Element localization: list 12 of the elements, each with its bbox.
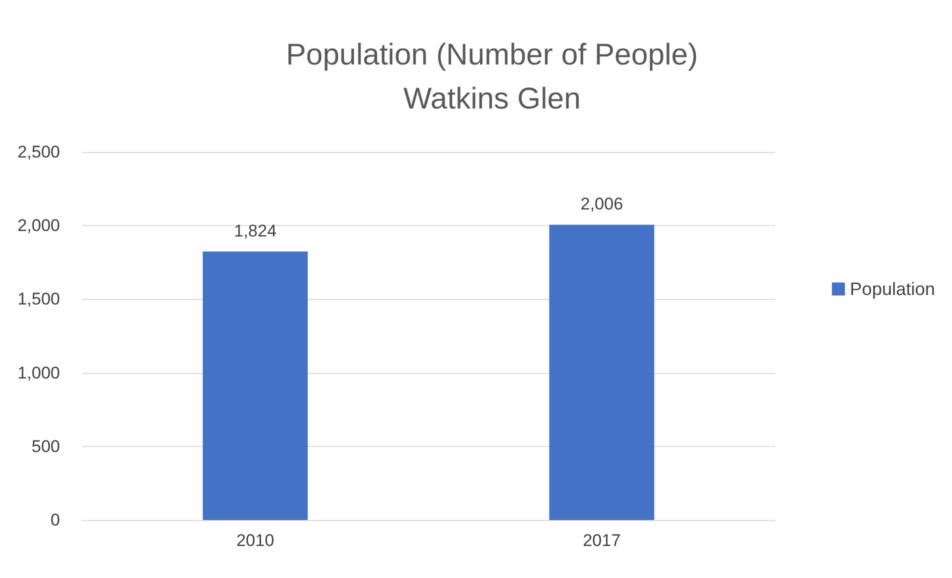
x-tick-label: 2017	[582, 531, 621, 550]
y-tick-label: 1,500	[17, 290, 60, 309]
y-tick-label: 2,000	[17, 216, 60, 236]
y-tick-label: 1,000	[17, 363, 60, 382]
y-tick-label: 500	[32, 436, 60, 456]
y-tick-label: 0	[50, 510, 60, 530]
chart-title: Population (Number of People) Watkins Glen	[286, 38, 698, 116]
legend-label: Population	[850, 279, 936, 299]
x-tick-label: 2010	[236, 531, 274, 550]
data-label: 1,824	[234, 222, 277, 241]
data-label: 2,006	[580, 194, 624, 214]
y-tick-label: 2,500	[17, 142, 60, 162]
